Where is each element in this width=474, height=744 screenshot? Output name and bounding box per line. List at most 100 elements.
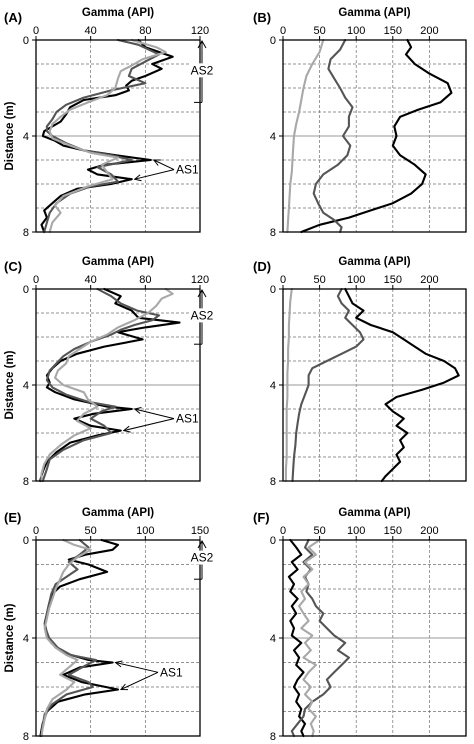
x-tick-label: 200 [420, 25, 438, 37]
x-tick-label: 200 [420, 274, 438, 286]
panel-c: 0 40 80 120 0 4 8 Gamma (API) Distance (m) (C) AS2… [4, 256, 214, 488]
as2-label: AS2 [191, 308, 214, 322]
panel-label: (B) [253, 10, 271, 25]
panel-label: (D) [253, 259, 271, 274]
x-tick-label: 150 [384, 274, 402, 286]
y-tick-label: 4 [23, 131, 29, 143]
gamma-series-line [300, 38, 453, 234]
x-tick-label: 100 [347, 274, 365, 286]
panel-label: (A) [4, 10, 22, 25]
as1-arrow-line [115, 662, 159, 673]
gamma-series-line [344, 287, 460, 483]
x-tick-label: 100 [136, 525, 154, 537]
x-tick-label: 120 [191, 25, 209, 37]
x-tick-label: 200 [420, 525, 438, 537]
y-tick-label: 4 [23, 633, 29, 645]
y-tick-label: 4 [270, 633, 276, 645]
y-axis-title: Distance (m) [4, 350, 16, 419]
as1-arrowhead [122, 425, 131, 433]
panel-b: 0 50 100 150 200 0 4 8 Gamma (API) (B) [253, 7, 467, 239]
panel-e: 0 50 100 150 0 4 8 Gamma (API) Distance (m) (E) AS… [4, 507, 214, 743]
x-tick-label: 0 [280, 274, 286, 286]
as1-label: AS1 [176, 412, 199, 426]
as1-arrow-line [134, 169, 175, 180]
y-tick-label: 0 [23, 535, 29, 547]
panel-label: (C) [4, 259, 22, 274]
gamma-series-line [48, 38, 167, 234]
x-axis-title: Gamma (API) [82, 7, 154, 19]
gamma-series-line [40, 538, 98, 738]
y-tick-label: 8 [270, 227, 276, 239]
x-tick-label: 100 [347, 525, 365, 537]
gamma-series-line [284, 287, 293, 483]
y-tick-label: 8 [270, 476, 276, 488]
x-tick-label: 80 [139, 25, 151, 37]
as1-arrow-line [134, 408, 175, 420]
gamma-series-line [298, 538, 321, 738]
y-tick-label: 0 [270, 535, 276, 547]
panel-f: 0 50 100 150 200 0 4 8 Gamma (API) (F) [253, 507, 467, 743]
gamma-series-line [312, 38, 354, 234]
x-tick-label: 150 [384, 525, 402, 537]
panel-label: (E) [4, 510, 21, 525]
x-axis-title: Gamma (API) [82, 256, 154, 268]
y-tick-label: 0 [23, 35, 29, 47]
y-axis-title: Distance (m) [4, 603, 16, 672]
as2-arrowhead [197, 288, 207, 298]
as1-arrow-line [120, 671, 159, 690]
y-tick-label: 0 [270, 284, 276, 296]
x-tick-label: 150 [191, 525, 209, 537]
y-tick-label: 4 [270, 380, 276, 392]
as1-arrowhead [114, 660, 123, 668]
y-tick-label: 8 [23, 476, 29, 488]
gamma-series-line [40, 538, 92, 738]
panel-d: 0 50 100 150 200 0 4 8 Gamma (API) (D) [253, 256, 467, 488]
as1-label: AS1 [176, 163, 199, 177]
as2-label: AS2 [191, 63, 214, 77]
as1-arrowhead [133, 174, 142, 182]
x-tick-label: 0 [33, 274, 39, 286]
y-tick-label: 4 [270, 131, 276, 143]
as2-label: AS2 [191, 551, 214, 565]
gamma-series-line [291, 287, 365, 483]
gamma-series-line [40, 38, 174, 234]
as2-arrowhead [197, 539, 207, 549]
y-tick-label: 8 [23, 227, 29, 239]
as1-arrowhead [133, 407, 142, 414]
panel-label: (F) [253, 510, 270, 525]
y-axis-title: Distance (m) [4, 101, 16, 170]
gamma-series-line [39, 287, 181, 483]
x-axis-title: Gamma (API) [338, 507, 410, 519]
gamma-series-line [40, 287, 174, 483]
x-tick-label: 150 [384, 25, 402, 37]
as1-arrowhead [152, 159, 161, 166]
as1-arrow-line [123, 418, 175, 432]
x-tick-label: 0 [280, 25, 286, 37]
x-tick-label: 50 [313, 25, 325, 37]
as2-arrowhead [197, 39, 207, 49]
panel-a: 0 40 80 120 0 4 8 Gamma (API) Distance (m) (A) AS2… [4, 7, 214, 239]
as1-arrowhead [119, 683, 129, 691]
x-axis-title: Gamma (API) [338, 256, 410, 268]
x-tick-label: 100 [347, 25, 365, 37]
x-tick-label: 0 [33, 525, 39, 537]
as2-label-bg [190, 308, 214, 323]
x-axis-title: Gamma (API) [338, 7, 410, 19]
y-tick-label: 0 [23, 284, 29, 296]
gamma-series-line [286, 38, 325, 234]
as2-label-bg [190, 63, 214, 78]
x-axis-title: Gamma (API) [82, 507, 154, 519]
x-tick-label: 120 [191, 274, 209, 286]
y-tick-label: 8 [270, 731, 276, 743]
gamma-series-line [287, 538, 307, 738]
y-tick-label: 8 [23, 731, 29, 743]
x-tick-label: 80 [139, 274, 151, 286]
x-tick-label: 50 [313, 525, 325, 537]
x-tick-label: 50 [313, 274, 325, 286]
as1-label: AS1 [160, 665, 183, 679]
gamma-series-line [41, 287, 161, 483]
x-tick-label: 40 [85, 25, 97, 37]
y-tick-label: 0 [270, 35, 276, 47]
x-tick-label: 0 [33, 25, 39, 37]
